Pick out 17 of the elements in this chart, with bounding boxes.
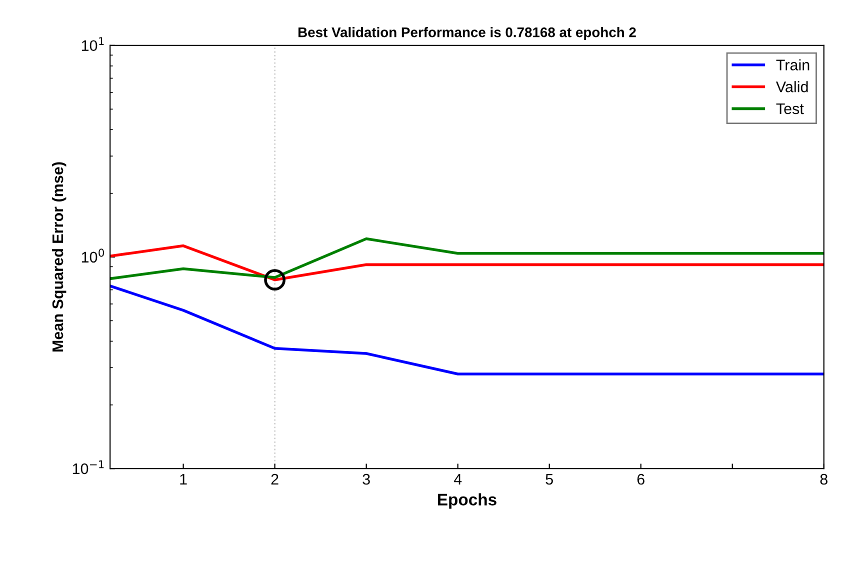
x-tick-label: 8 — [820, 474, 828, 485]
chart-title: Best Validation Performance is 0.78168 at epohch 2 — [298, 27, 636, 40]
line-series — [110, 284, 824, 376]
y-axis-title: Mean Squared Error (mse) — [52, 162, 66, 352]
x-tick-label: 6 — [637, 474, 644, 485]
x-tick-label: 2 — [271, 474, 278, 485]
x-axis-title: Epochs — [438, 493, 496, 509]
y-tick-label: 10$^{−1}$ — [72, 460, 104, 474]
legend-label: Train — [776, 59, 810, 70]
x-tick-label: 5 — [546, 474, 553, 485]
y-tick-label: 10$^{1}$ — [82, 37, 104, 52]
y-tick-label: 10$^{0}$ — [82, 248, 104, 263]
x-tick-label: 4 — [454, 474, 462, 485]
x-tick-label: 3 — [362, 474, 370, 485]
legend-label: Test — [776, 104, 804, 114]
x-tick-label: 1 — [180, 474, 187, 485]
legend-label: Valid — [776, 81, 808, 92]
